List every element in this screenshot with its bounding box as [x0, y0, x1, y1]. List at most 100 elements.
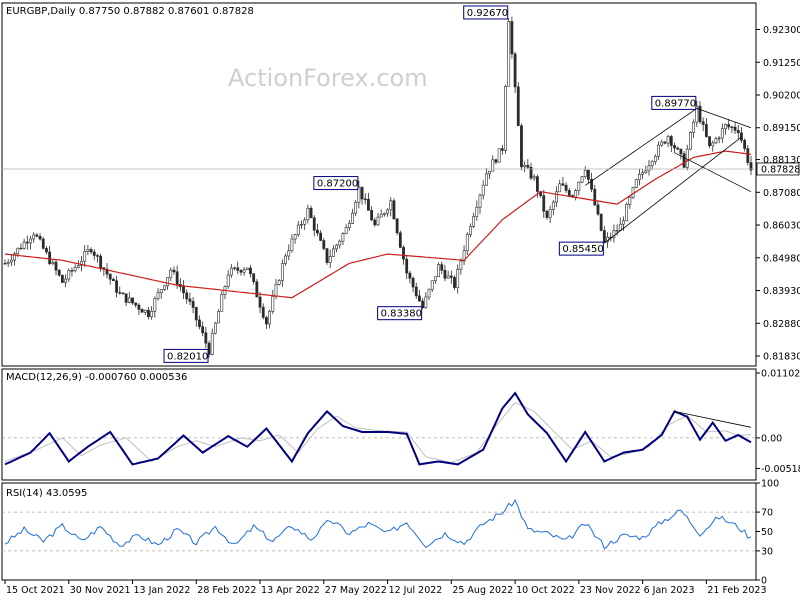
rsi-tick-label: 70 [761, 508, 773, 519]
candle [363, 193, 367, 205]
candle-body [25, 241, 29, 244]
candle [25, 235, 29, 250]
candle [335, 243, 338, 253]
candle [249, 264, 252, 278]
candle [567, 187, 571, 198]
candle-body [507, 21, 511, 87]
candle [182, 280, 185, 299]
candle [453, 275, 456, 291]
candle-body [580, 176, 584, 183]
last-price-label: 0.87828 [761, 164, 800, 175]
candle-body [545, 210, 549, 218]
candle [469, 223, 472, 238]
candle-body [325, 248, 329, 263]
candle-body [32, 234, 36, 240]
candle-body [727, 124, 731, 128]
candle [411, 276, 415, 293]
candle-body [548, 209, 552, 218]
candle-body [379, 214, 383, 218]
candle-body [328, 256, 332, 263]
candle [526, 159, 530, 169]
candle [233, 266, 236, 271]
macd-signal-line [4, 401, 752, 464]
candle [488, 170, 491, 179]
candle [258, 292, 262, 314]
candle [306, 204, 310, 224]
candle [92, 249, 96, 261]
candle [153, 296, 157, 318]
candle-body [392, 200, 396, 220]
candle [105, 263, 109, 279]
candle [532, 174, 536, 181]
candle-body [497, 148, 501, 163]
candle [475, 200, 479, 221]
candle [198, 315, 201, 330]
rsi-line [4, 498, 752, 550]
candle [169, 267, 173, 282]
candle [456, 264, 460, 294]
candle [70, 267, 74, 277]
candle-body [430, 280, 434, 290]
candle [577, 181, 581, 196]
candle-body [469, 226, 472, 235]
candle-body [443, 269, 447, 279]
candle-body [16, 247, 20, 255]
candle-body [296, 224, 300, 235]
candle [331, 245, 335, 257]
candle-body [500, 148, 504, 151]
candle [89, 247, 93, 255]
candle [701, 117, 705, 132]
candle-body [182, 286, 185, 294]
price-tick-label: 0.92300 [763, 25, 800, 36]
candle [523, 161, 527, 173]
candle-body [647, 165, 651, 172]
candle-body [229, 267, 233, 276]
candle-body [695, 105, 699, 123]
macd-header: MACD(12,26,9) -0.000760 0.000536 [6, 372, 187, 383]
candle [446, 270, 450, 279]
candle [724, 123, 727, 135]
candle [443, 264, 447, 282]
candle-body [140, 309, 144, 313]
candle-body [290, 238, 294, 252]
candle-body [453, 277, 456, 288]
candle [708, 136, 711, 149]
candle [223, 285, 227, 300]
x-tick-label: 13 Jan 2022 [134, 585, 191, 596]
candle-body [57, 269, 61, 276]
candle-body [561, 183, 565, 186]
candle [609, 232, 613, 242]
candle-body [465, 234, 469, 251]
candle-body [682, 153, 686, 168]
candle-body [284, 255, 287, 264]
x-tick-label: 12 Jul 2022 [389, 585, 443, 596]
candle [395, 217, 399, 236]
candle-body [51, 261, 55, 264]
candle [236, 261, 240, 275]
candle [111, 277, 115, 282]
candle [379, 209, 383, 218]
candle-body [520, 125, 523, 168]
candle-body [551, 201, 555, 210]
x-tick-label: 21 Feb 2023 [707, 585, 766, 596]
candle-body [641, 172, 645, 175]
candle-body [118, 292, 122, 294]
candle-body [411, 277, 415, 288]
candle-body [268, 310, 272, 325]
candle [548, 205, 552, 224]
candle [134, 302, 138, 308]
candle [147, 306, 150, 320]
candle [284, 253, 287, 266]
candle [73, 264, 77, 273]
candle-body [437, 264, 440, 277]
candle [242, 266, 246, 276]
candle-body [150, 311, 154, 318]
candle [9, 254, 13, 267]
candle-body [163, 285, 166, 290]
candle [663, 141, 667, 145]
candle-body [631, 187, 635, 198]
candle-body [201, 326, 205, 334]
candle-body [602, 230, 606, 243]
candle [465, 232, 469, 256]
candle [580, 176, 584, 184]
